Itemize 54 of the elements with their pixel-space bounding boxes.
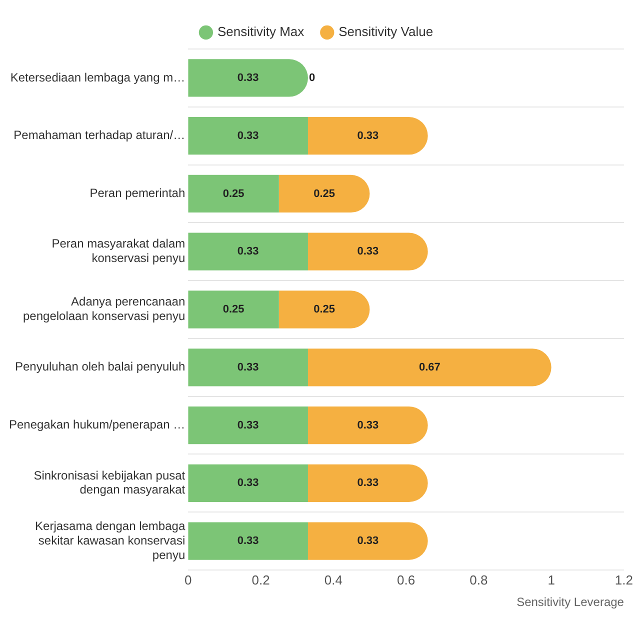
data-label: 0.25 [314, 188, 336, 200]
data-label: 0.25 [222, 188, 244, 200]
x-tick-label: 1 [548, 572, 555, 588]
data-label: 0.33 [357, 419, 379, 432]
bar [188, 406, 308, 444]
y-tick-label: Kerjasama dengan lembaga sekitar kawasan konservasi penyu [35, 518, 186, 562]
data-label: 0.33 [237, 477, 259, 490]
bar [278, 290, 370, 328]
data-label: 0.67 [418, 361, 440, 374]
x-tick-label: 0.6 [397, 572, 416, 588]
y-tick-label: Penegakan hukum/penerapan … [8, 418, 186, 432]
y-tick-label: Pemahaman terhadap aturan/… [14, 128, 186, 142]
data-label: 0.33 [237, 419, 259, 432]
legend-label: Sensitivity Value [338, 24, 434, 40]
data-label: 0.33 [357, 477, 379, 490]
y-tick-label: Sinkronisasi kebijakan pusat dengan masyarakat [34, 468, 186, 497]
bar [188, 232, 308, 270]
x-tick-label: 0.4 [324, 572, 342, 588]
bar [308, 348, 552, 386]
x-tick-label: 1.2 [614, 572, 634, 588]
bar [188, 59, 308, 97]
data-label: 0.33 [237, 361, 259, 374]
data-label: 0.33 [357, 535, 379, 548]
x-tick-label: 0 [184, 572, 192, 588]
x-tick-label: 0.8 [470, 572, 488, 588]
x-axis-title: Sensitivity Leverage [516, 595, 624, 610]
data-label: 0.33 [237, 72, 259, 84]
y-tick-label: Penyuluhan oleh balai penyuluh [14, 360, 186, 374]
bar [308, 464, 428, 502]
bar [188, 174, 279, 213]
bar [308, 117, 428, 155]
data-label: 0.25 [222, 304, 244, 316]
data-label: 0.33 [237, 535, 259, 548]
y-tick-label: Ketersediaan lembaga yang m… [10, 70, 186, 84]
data-label: 0.25 [314, 304, 336, 316]
y-tick-label: Peran pemerintah [90, 186, 186, 200]
bar [308, 522, 428, 560]
bar [308, 406, 428, 444]
y-tick-label: Adanya perencanaan pengelolaan konservasi penyu [23, 294, 186, 324]
data-label: 0 [308, 72, 316, 84]
bar [308, 232, 428, 270]
data-label: 0.33 [237, 130, 259, 142]
x-tick-label: 0.2 [252, 572, 270, 588]
bar [188, 522, 308, 560]
y-tick-label: Peran masyarakat dalam konservasi penyu [52, 236, 186, 266]
legend-label: Sensitivity Max [217, 24, 305, 40]
data-label: 0.33 [237, 246, 259, 258]
data-label: 0.33 [357, 130, 379, 142]
bar [188, 348, 308, 386]
bar [278, 174, 370, 213]
bar [188, 117, 308, 155]
bar [188, 464, 308, 502]
data-label: 0.33 [357, 246, 379, 258]
bar [188, 290, 279, 328]
